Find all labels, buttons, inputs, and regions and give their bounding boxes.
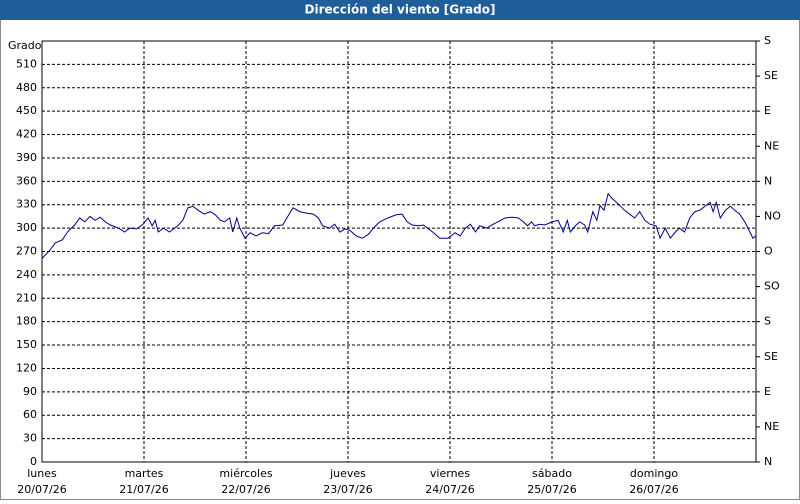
y2-tick-label: SE (764, 350, 778, 363)
y-tick-label: 480 (16, 81, 37, 94)
y-tick-label: 180 (16, 315, 37, 328)
y-tick-label: 390 (16, 151, 37, 164)
y2-tick-label: N (764, 455, 772, 468)
y2-tick-label: S (764, 34, 771, 47)
y2-tick-label: S (764, 315, 771, 328)
y-tick-label: 420 (16, 128, 37, 141)
x-tick-date: 23/07/26 (323, 483, 372, 496)
y-tick-label: 510 (16, 57, 37, 70)
y-tick-label: 150 (16, 338, 37, 351)
x-tick-date: 22/07/26 (221, 483, 270, 496)
y2-tick-label: N (764, 174, 772, 187)
y2-tick-label: E (764, 104, 771, 117)
x-tick-date: 26/07/26 (629, 483, 678, 496)
y-tick-label: 90 (23, 385, 37, 398)
x-tick-date: 24/07/26 (425, 483, 474, 496)
y-tick-label: 330 (16, 198, 37, 211)
data-line (41, 192, 757, 259)
chart-title: Dirección del viento [Grado] (305, 3, 496, 17)
x-tick-label: sábado (532, 467, 572, 480)
y-tick-label: 300 (16, 221, 37, 234)
x-tick-label: martes (125, 467, 164, 480)
x-tick-label: viernes (430, 467, 470, 480)
y2-tick-label: SE (764, 69, 778, 82)
y-tick-label: 0 (30, 455, 37, 468)
x-tick-date: 21/07/26 (119, 483, 168, 496)
y2-tick-label: E (764, 385, 771, 398)
y-axis-label: Grado (8, 39, 42, 52)
y2-tick-label: SO (764, 280, 780, 293)
y-tick-label: 210 (16, 291, 37, 304)
y2-tick-label: NO (764, 209, 781, 222)
y-tick-label: 30 (23, 432, 37, 445)
y2-tick-label: NE (764, 139, 779, 152)
x-tick-label: jueves (329, 467, 366, 480)
x-tick-label: miércoles (219, 467, 272, 480)
plot-border (41, 40, 757, 463)
x-tick-label: domingo (630, 467, 678, 480)
y-tick-label: 360 (16, 174, 37, 187)
x-tick-date: 20/07/26 (17, 483, 66, 496)
y-tick-label: 60 (23, 408, 37, 421)
title-bar (0, 0, 800, 20)
y-tick-label: 120 (16, 361, 37, 374)
y-tick-label: 450 (16, 104, 37, 117)
x-tick-label: lunes (27, 467, 57, 480)
y-tick-label: 270 (16, 245, 37, 258)
y-tick-label: 240 (16, 268, 37, 281)
x-tick-date: 25/07/26 (527, 483, 576, 496)
y2-tick-label: NE (764, 420, 779, 433)
y2-tick-label: O (764, 245, 773, 258)
